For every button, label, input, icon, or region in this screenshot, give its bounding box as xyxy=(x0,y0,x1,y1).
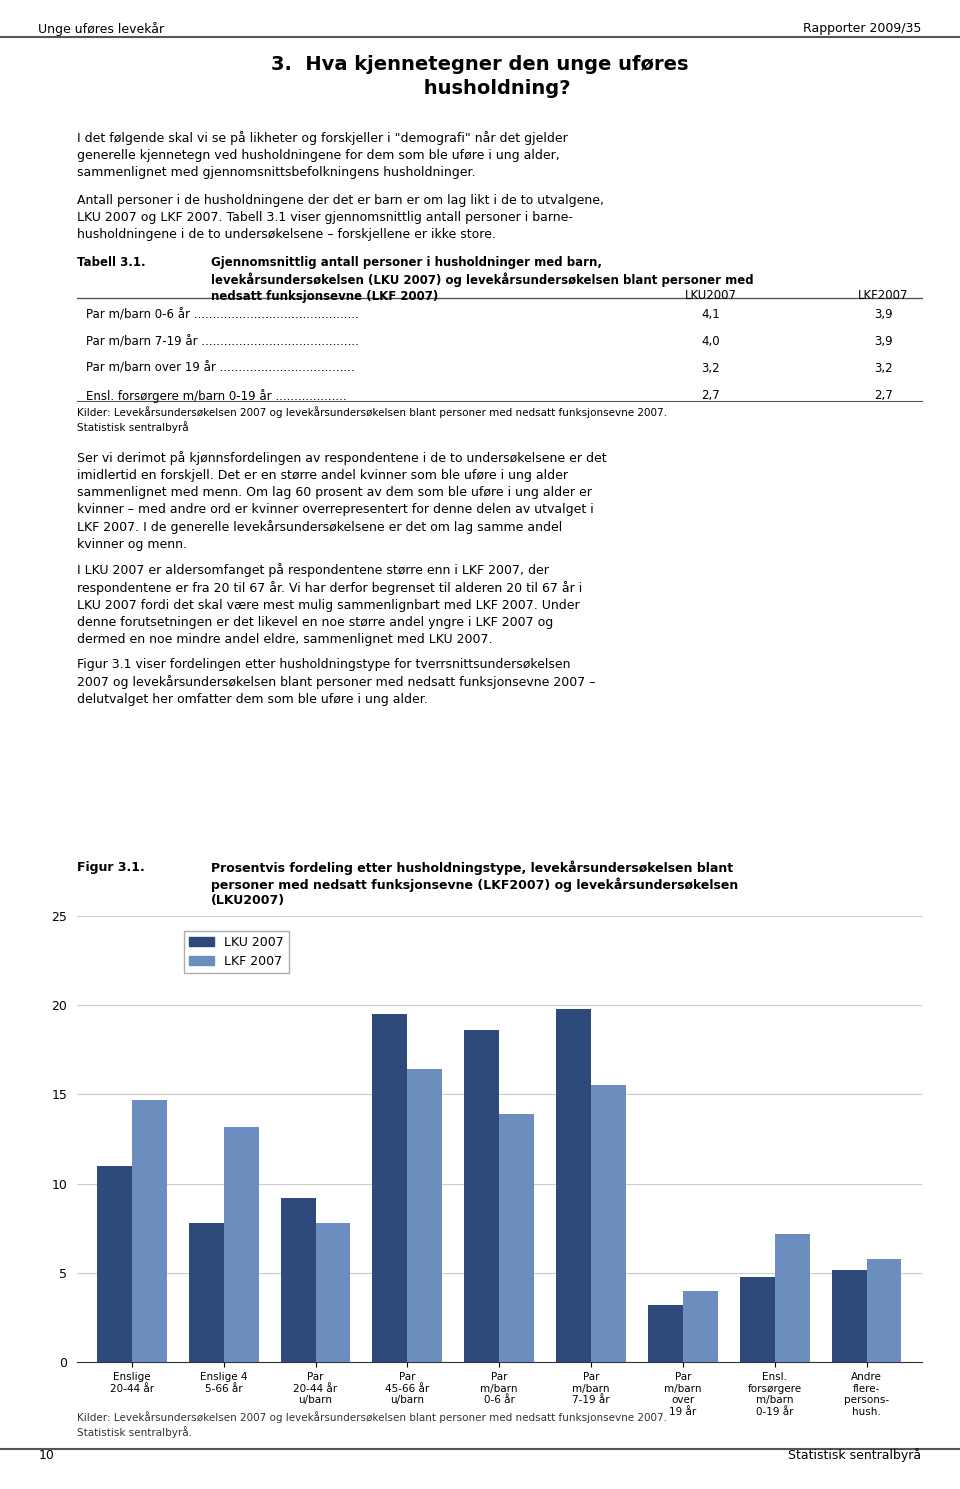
Text: Antall personer i de husholdningene der det er barn er om lag likt i de to utval: Antall personer i de husholdningene der … xyxy=(77,194,604,241)
Bar xyxy=(740,1276,775,1362)
Bar xyxy=(556,1008,591,1362)
Bar xyxy=(280,1199,316,1362)
Bar xyxy=(499,1114,534,1362)
Bar xyxy=(97,1166,132,1362)
Bar xyxy=(867,1258,901,1362)
Text: 2,7: 2,7 xyxy=(701,389,720,402)
Bar xyxy=(224,1127,258,1362)
Text: 4,0: 4,0 xyxy=(701,335,720,348)
Text: Gjennomsnittlig antall personer i husholdninger med barn,
levekårsundersøkelsen : Gjennomsnittlig antall personer i hushol… xyxy=(211,256,754,304)
Text: Kilder: Levekårsundersøkelsen 2007 og levekårsundersøkelsen blant personer med n: Kilder: Levekårsundersøkelsen 2007 og le… xyxy=(77,1412,667,1438)
Text: I LKU 2007 er aldersomfanget på respondentene større enn i LKF 2007, der
respond: I LKU 2007 er aldersomfanget på responde… xyxy=(77,563,582,646)
Text: Par m/barn 0-6 år ............................................: Par m/barn 0-6 år ......................… xyxy=(86,308,359,322)
Text: 3,9: 3,9 xyxy=(874,308,893,322)
Text: Par m/barn over 19 år ....................................: Par m/barn over 19 år ..................… xyxy=(86,362,355,375)
Text: 3.  Hva kjennetegner den unge uføres
     husholdning?: 3. Hva kjennetegner den unge uføres hush… xyxy=(272,55,688,98)
Text: LKU2007: LKU2007 xyxy=(684,289,736,302)
Text: 10: 10 xyxy=(38,1449,55,1462)
Legend: LKU 2007, LKF 2007: LKU 2007, LKF 2007 xyxy=(184,931,289,974)
Text: LKF2007: LKF2007 xyxy=(858,289,908,302)
Bar xyxy=(189,1222,224,1362)
Text: I det følgende skal vi se på likheter og forskjeller i "demografi" når det gjeld: I det følgende skal vi se på likheter og… xyxy=(77,131,567,179)
Text: 4,1: 4,1 xyxy=(701,308,720,322)
Text: Par m/barn 7-19 år ..........................................: Par m/barn 7-19 år .....................… xyxy=(86,335,359,348)
Text: Tabell 3.1.: Tabell 3.1. xyxy=(77,256,145,270)
Text: 2,7: 2,7 xyxy=(874,389,893,402)
Text: 3,2: 3,2 xyxy=(874,362,893,375)
Bar xyxy=(316,1222,350,1362)
Bar xyxy=(775,1234,809,1362)
Text: Unge uføres levekår: Unge uføres levekår xyxy=(38,22,164,36)
Text: Figur 3.1.: Figur 3.1. xyxy=(77,861,145,874)
Text: Ensl. forsørgere m/barn 0-19 år ...................: Ensl. forsørgere m/barn 0-19 år ........… xyxy=(86,389,347,402)
Bar xyxy=(132,1100,167,1362)
Bar xyxy=(465,1030,499,1362)
Text: Prosentvis fordeling etter husholdningstype, levekårsundersøkelsen blant
persone: Prosentvis fordeling etter husholdningst… xyxy=(211,861,738,907)
Text: Kilder: Levekårsundersøkelsen 2007 og levekårsundersøkelsen blant personer med n: Kilder: Levekårsundersøkelsen 2007 og le… xyxy=(77,406,667,433)
Text: Figur 3.1 viser fordelingen etter husholdningstype for tverrsnittsundersøkelsen
: Figur 3.1 viser fordelingen etter hushol… xyxy=(77,658,595,706)
Text: Rapporter 2009/35: Rapporter 2009/35 xyxy=(804,22,922,36)
Text: Ser vi derimot på kjønnsfordelingen av respondentene i de to undersøkelsene er d: Ser vi derimot på kjønnsfordelingen av r… xyxy=(77,451,607,551)
Bar xyxy=(831,1270,867,1362)
Bar xyxy=(372,1014,407,1362)
Text: 3,9: 3,9 xyxy=(874,335,893,348)
Bar xyxy=(591,1085,626,1362)
Text: 3,2: 3,2 xyxy=(701,362,720,375)
Bar xyxy=(648,1306,683,1362)
Bar xyxy=(683,1291,718,1362)
Text: Statistisk sentralbyrå: Statistisk sentralbyrå xyxy=(788,1449,922,1462)
Bar xyxy=(407,1069,443,1362)
